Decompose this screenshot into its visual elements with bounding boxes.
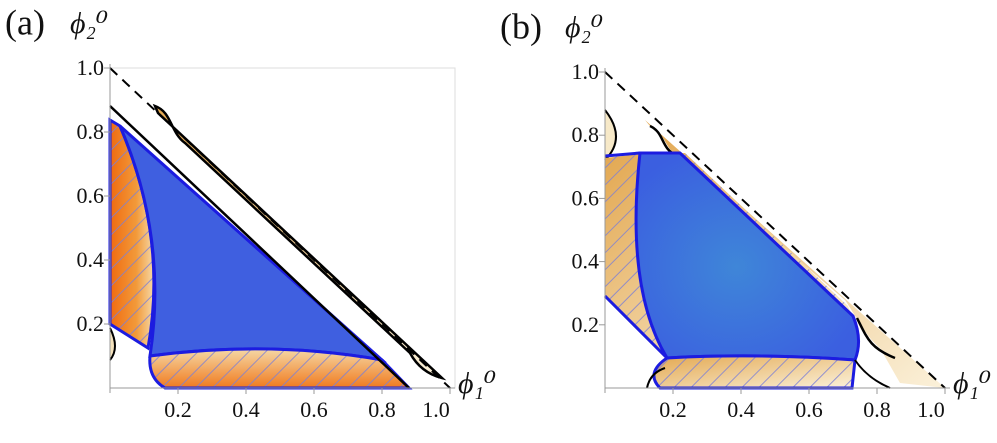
y-tick-label: 0.4 [572, 249, 600, 274]
y-tick-label: 0.4 [77, 247, 105, 272]
y-tick-label: 1.0 [572, 59, 600, 84]
y-tick-label: 0.8 [572, 122, 600, 147]
x-axis-label: ϕ₁⁰ [953, 367, 991, 400]
y-tick-label: 0.2 [77, 311, 105, 336]
y-tick-label: 0.2 [572, 312, 600, 337]
y-axis-label: ϕ₂⁰ [70, 7, 108, 40]
x-tick-label: 0.8 [368, 397, 396, 422]
panel-b-regions [603, 71, 946, 390]
y-tick-label: 0.6 [572, 185, 600, 210]
y-tick-label: 0.8 [77, 119, 105, 144]
x-tick-label: 0.6 [795, 397, 823, 422]
x-tick-label: 0.6 [300, 397, 328, 422]
x-tick-label: 1.0 [917, 397, 945, 422]
y-tick-label: 0.6 [77, 183, 105, 208]
x-tick-label: 0.2 [659, 397, 687, 422]
x-tick-label: 0.4 [727, 397, 755, 422]
panel-a-regions [108, 67, 456, 390]
x-tick-label: 1.0 [422, 397, 450, 422]
y-tick-label: 1.0 [77, 55, 105, 80]
panel-label: (a) [5, 2, 45, 42]
x-tick-label: 0.2 [164, 397, 192, 422]
x-tick-label: 0.8 [863, 397, 891, 422]
panel-label: (b) [500, 6, 542, 46]
x-tick-label: 0.4 [232, 397, 260, 422]
y-axis-label: ϕ₂⁰ [565, 11, 603, 44]
x-axis-label: ϕ₁⁰ [458, 367, 496, 400]
